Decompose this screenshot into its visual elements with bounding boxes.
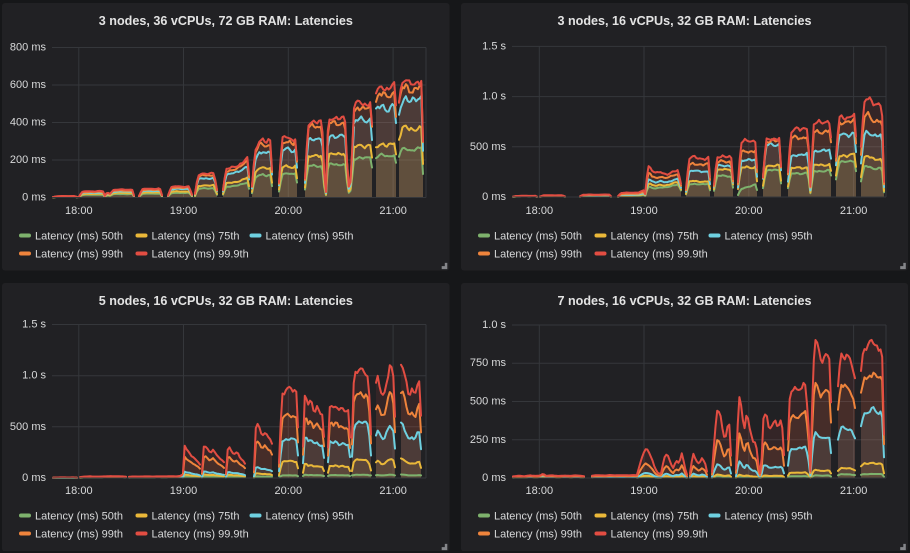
svg-text:21:00: 21:00: [840, 485, 868, 497]
svg-text:20:00: 20:00: [735, 485, 763, 497]
svg-text:Latency (ms) 75th: Latency (ms) 75th: [611, 510, 699, 522]
svg-text:200 ms: 200 ms: [10, 154, 47, 166]
svg-text:Latency (ms) 75th: Latency (ms) 75th: [152, 510, 240, 522]
svg-text:3 nodes, 16 vCPUs, 32 GB RAM:: 3 nodes, 16 vCPUs, 32 GB RAM: Latencies: [557, 14, 811, 28]
svg-text:19:00: 19:00: [630, 485, 658, 497]
svg-text:Latency (ms) 50th: Latency (ms) 50th: [494, 231, 582, 243]
svg-text:Latency (ms) 95th: Latency (ms) 95th: [266, 231, 354, 243]
svg-text:1.0 s: 1.0 s: [482, 319, 506, 331]
svg-text:0 ms: 0 ms: [22, 472, 46, 484]
svg-text:500 ms: 500 ms: [10, 420, 47, 432]
svg-text:0 ms: 0 ms: [482, 191, 506, 203]
svg-text:20:00: 20:00: [735, 205, 763, 217]
svg-text:Latency (ms) 95th: Latency (ms) 95th: [266, 510, 354, 522]
svg-text:500 ms: 500 ms: [470, 395, 507, 407]
svg-text:Latency (ms) 99th: Latency (ms) 99th: [494, 528, 582, 540]
svg-text:5 nodes, 16 vCPUs, 32 GB RAM:: 5 nodes, 16 vCPUs, 32 GB RAM: Latencies: [99, 293, 353, 307]
svg-text:Latency (ms) 99.9th: Latency (ms) 99.9th: [152, 249, 249, 261]
svg-text:Latency (ms) 95th: Latency (ms) 95th: [725, 510, 813, 522]
svg-text:21:00: 21:00: [379, 485, 407, 497]
svg-text:7 nodes, 16 vCPUs, 32 GB RAM:: 7 nodes, 16 vCPUs, 32 GB RAM: Latencies: [557, 293, 811, 307]
svg-text:Latency (ms) 99.9th: Latency (ms) 99.9th: [611, 528, 708, 540]
svg-text:21:00: 21:00: [379, 205, 407, 217]
svg-text:Latency (ms) 99.9th: Latency (ms) 99.9th: [611, 249, 708, 261]
svg-text:Latency (ms) 99.9th: Latency (ms) 99.9th: [152, 528, 249, 540]
svg-text:1.0 s: 1.0 s: [482, 91, 506, 103]
svg-text:18:00: 18:00: [65, 205, 93, 217]
svg-text:Latency (ms) 99th: Latency (ms) 99th: [35, 249, 123, 261]
svg-text:250 ms: 250 ms: [470, 433, 507, 445]
svg-text:0 ms: 0 ms: [22, 192, 46, 204]
svg-text:1.5 s: 1.5 s: [482, 40, 506, 52]
svg-text:19:00: 19:00: [170, 485, 198, 497]
svg-text:Latency (ms) 95th: Latency (ms) 95th: [725, 231, 813, 243]
svg-text:400 ms: 400 ms: [10, 117, 47, 129]
svg-text:800 ms: 800 ms: [10, 42, 47, 54]
svg-text:Latency (ms) 75th: Latency (ms) 75th: [152, 231, 240, 243]
svg-text:Latency (ms) 75th: Latency (ms) 75th: [611, 231, 699, 243]
svg-text:0 ms: 0 ms: [482, 472, 506, 484]
svg-text:1.5 s: 1.5 s: [22, 318, 46, 330]
svg-text:Latency (ms) 99th: Latency (ms) 99th: [494, 249, 582, 261]
svg-text:600 ms: 600 ms: [10, 79, 47, 91]
svg-text:20:00: 20:00: [275, 205, 303, 217]
svg-text:750 ms: 750 ms: [470, 357, 507, 369]
svg-text:3 nodes, 36 vCPUs, 72 GB RAM:: 3 nodes, 36 vCPUs, 72 GB RAM: Latencies: [99, 14, 353, 28]
svg-text:Latency (ms) 99th: Latency (ms) 99th: [35, 528, 123, 540]
svg-text:1.0 s: 1.0 s: [22, 369, 46, 381]
svg-text:19:00: 19:00: [630, 205, 658, 217]
svg-text:18:00: 18:00: [526, 485, 554, 497]
svg-text:20:00: 20:00: [275, 485, 303, 497]
svg-text:21:00: 21:00: [840, 205, 868, 217]
svg-text:18:00: 18:00: [65, 485, 93, 497]
svg-text:18:00: 18:00: [526, 205, 554, 217]
svg-text:Latency (ms) 50th: Latency (ms) 50th: [494, 510, 582, 522]
svg-text:500 ms: 500 ms: [470, 141, 507, 153]
svg-text:Latency (ms) 50th: Latency (ms) 50th: [35, 231, 123, 243]
svg-text:Latency (ms) 50th: Latency (ms) 50th: [35, 510, 123, 522]
svg-text:19:00: 19:00: [170, 205, 198, 217]
